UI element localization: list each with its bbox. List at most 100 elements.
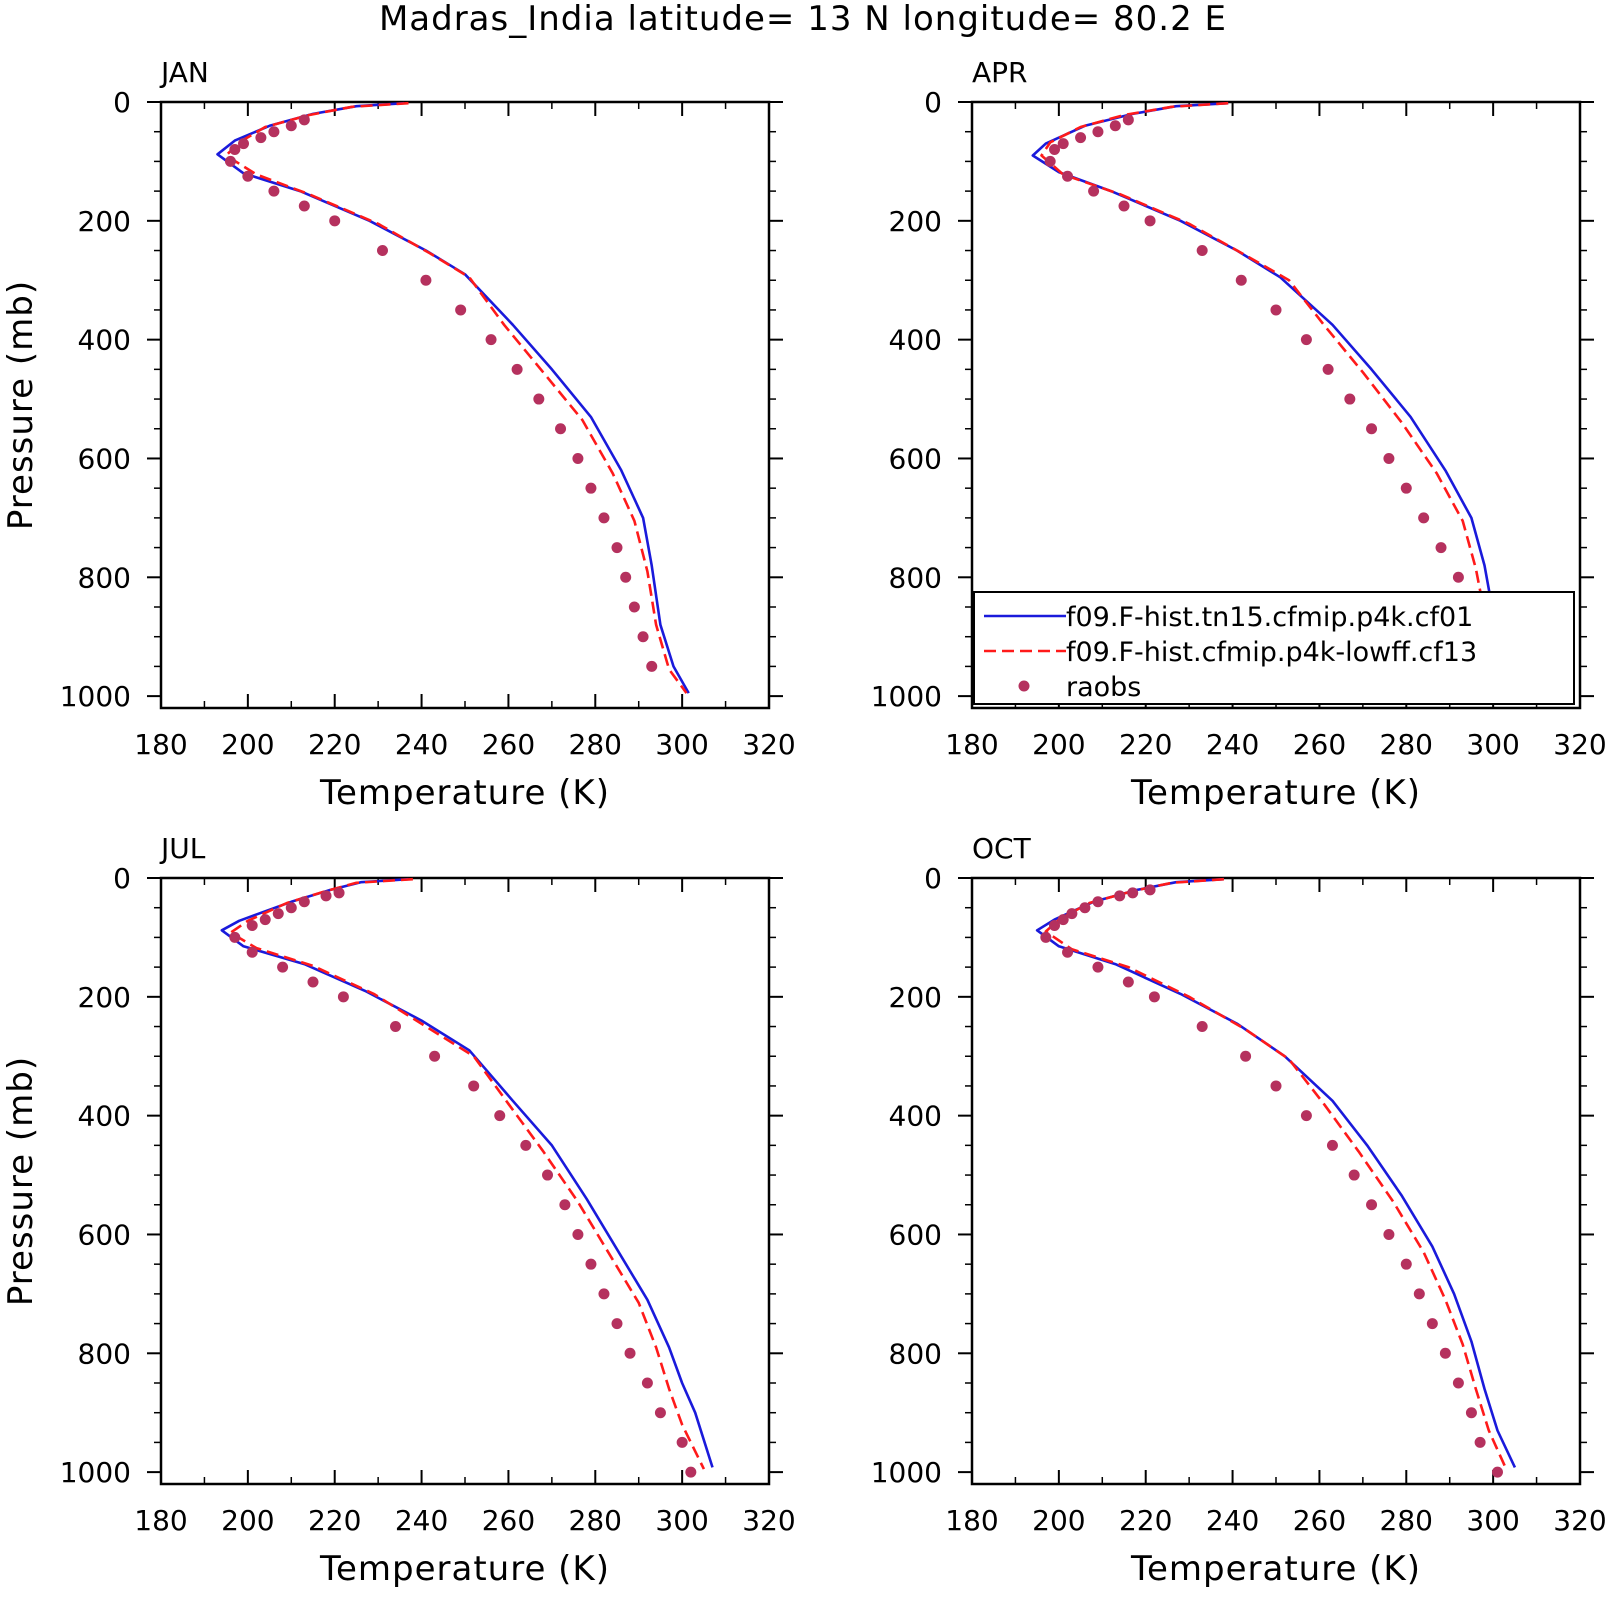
raobs-point — [1127, 887, 1139, 899]
raobs-point — [277, 961, 289, 973]
raobs-point — [620, 571, 632, 583]
raobs-point — [1300, 1110, 1312, 1122]
plot-frame — [159, 876, 771, 1486]
legend: f09.F-hist.tn15.cfmip.p4k.cf01 f09.F-hist… — [973, 591, 1575, 705]
y-tick-label: 0 — [113, 86, 131, 119]
raobs-point — [1144, 215, 1156, 227]
raobs-point — [572, 452, 584, 464]
raobs-point — [298, 114, 310, 126]
raobs-point — [1122, 976, 1134, 988]
x-tick-label: 220 — [1119, 1504, 1172, 1537]
raobs-point — [598, 1288, 610, 1300]
y-tick-label: 600 — [78, 442, 131, 475]
x-tick-label: 300 — [1466, 728, 1519, 761]
raobs-point — [585, 1258, 597, 1270]
raobs-point — [376, 245, 388, 257]
raobs-point — [611, 542, 623, 554]
y-tick-label: 1000 — [871, 680, 942, 713]
x-tick-label: 180 — [945, 1504, 998, 1537]
raobs-point — [1049, 144, 1061, 156]
y-axis-label: Pressure (mb) — [1, 280, 41, 530]
raobs-point — [1240, 1050, 1252, 1062]
legend-label: f09.F-hist.cfmip.p4k-lowff.cf13 — [1066, 637, 1477, 668]
raobs-point — [1109, 120, 1121, 132]
raobs-point — [329, 215, 341, 227]
y-tick-label: 400 — [78, 1100, 131, 1133]
x-tick-label: 280 — [569, 728, 622, 761]
raobs-point — [1344, 393, 1356, 405]
raobs-point — [429, 1050, 441, 1062]
raobs-point — [1435, 542, 1447, 554]
raobs-point — [1088, 185, 1100, 197]
x-tick-label: 180 — [945, 728, 998, 761]
x-axis-label: Temperature (K) — [1130, 1549, 1421, 1589]
y-tick-label: 600 — [78, 1218, 131, 1251]
raobs-point — [1400, 1258, 1412, 1270]
panel-jan: JAN 180 200 220 240 260 280 300 320 0 200 400 600 800… — [1, 56, 796, 813]
raobs-point — [268, 185, 280, 197]
x-tick-label: 280 — [1380, 728, 1433, 761]
raobs-point — [420, 274, 432, 286]
panel-jul: JUL 180 200 220 240 260 280 300 320 0 200 400 600 800… — [1, 832, 796, 1589]
raobs-point — [494, 1110, 506, 1122]
x-tick-label: 300 — [1466, 1504, 1519, 1537]
raobs-point — [1057, 914, 1069, 926]
raobs-point — [255, 132, 267, 144]
raobs-point — [533, 393, 545, 405]
plot-frame — [159, 100, 771, 710]
series-line-solid — [1035, 877, 1517, 1468]
panel-title: APR — [972, 56, 1028, 89]
x-axis-label: Temperature (K) — [319, 773, 610, 813]
panel-apr: APR 180 200 220 240 260 280 300 320 0 200 400 600 800… — [871, 56, 1606, 813]
raobs-point — [1057, 138, 1069, 150]
x-tick-label: 200 — [1032, 728, 1085, 761]
y-axis-label: Pressure (mb) — [1, 1056, 41, 1306]
plot-frame — [970, 876, 1582, 1486]
series-line-dashed — [1040, 101, 1521, 694]
raobs-point — [637, 631, 649, 643]
raobs-point — [242, 170, 254, 182]
raobs-point — [307, 976, 319, 988]
y-tick-label: 400 — [889, 1100, 942, 1133]
x-tick-label: 180 — [134, 1504, 187, 1537]
raobs-point — [1418, 512, 1430, 524]
series-line-dashed — [1044, 877, 1508, 1470]
legend-label: raobs — [1066, 672, 1141, 703]
raobs-point — [628, 601, 640, 613]
x-tick-label: 220 — [308, 728, 361, 761]
raobs-point — [511, 363, 523, 375]
raobs-point — [268, 126, 280, 138]
raobs-point — [1270, 1080, 1282, 1092]
raobs-point — [611, 1318, 623, 1330]
x-tick-label: 320 — [742, 728, 795, 761]
x-tick-label: 260 — [1293, 728, 1346, 761]
y-tick-label: 800 — [78, 1337, 131, 1370]
x-tick-label: 200 — [1032, 1504, 1085, 1537]
legend-box — [973, 591, 1575, 705]
raobs-point — [1044, 155, 1056, 167]
panel-title: JAN — [159, 56, 209, 89]
x-tick-label: 260 — [482, 1504, 535, 1537]
y-tick-label: 1000 — [60, 680, 131, 713]
y-tick-label: 200 — [78, 205, 131, 238]
y-tick-label: 200 — [889, 981, 942, 1014]
x-tick-label: 280 — [1380, 1504, 1433, 1537]
raobs-point — [598, 512, 610, 524]
x-tick-label: 320 — [1553, 728, 1606, 761]
raobs-point — [1452, 1377, 1464, 1389]
raobs-point — [1348, 1169, 1360, 1181]
raobs-point — [320, 890, 332, 902]
raobs-point — [555, 423, 567, 435]
raobs-point — [1118, 200, 1130, 212]
y-tick-label: 800 — [889, 1337, 942, 1370]
y-tick-label: 600 — [889, 442, 942, 475]
series-line-solid — [216, 101, 690, 694]
panel-oct: OCT 180 200 220 240 260 280 300 320 0 200 400 600 800… — [871, 832, 1606, 1589]
y-tick-label: 200 — [78, 981, 131, 1014]
raobs-point — [1474, 1436, 1486, 1448]
x-tick-label: 240 — [395, 728, 448, 761]
raobs-point — [246, 946, 258, 958]
raobs-point — [1114, 890, 1126, 902]
y-tick-label: 1000 — [871, 1456, 942, 1489]
